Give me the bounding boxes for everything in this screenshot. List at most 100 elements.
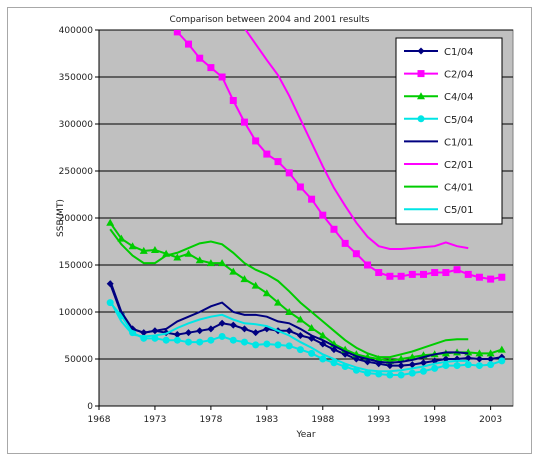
data-point: [240, 275, 249, 283]
data-point: [397, 362, 405, 370]
legend-entry: C1/01: [444, 137, 473, 148]
data-point: [408, 270, 416, 278]
series-line: [244, 30, 469, 251]
data-point: [185, 40, 193, 48]
data-point: [431, 269, 439, 277]
data-point: [106, 218, 115, 226]
data-point: [185, 338, 193, 346]
data-point: [117, 234, 126, 242]
data-point: [173, 331, 181, 339]
series-c1-01: [109, 280, 469, 364]
data-point: [307, 323, 316, 331]
y-tick-label: 100000: [59, 308, 94, 318]
data-point: [419, 359, 427, 367]
data-point: [453, 266, 461, 274]
series-line: [109, 300, 469, 373]
data-point: [285, 342, 293, 350]
data-point: [341, 239, 349, 247]
data-point: [252, 341, 260, 349]
data-point: [475, 349, 484, 357]
series-c2-04: [173, 30, 506, 283]
data-point: [408, 353, 417, 361]
legend-entry: C5/01: [444, 205, 473, 216]
data-point: [274, 158, 282, 166]
data-point: [240, 118, 248, 126]
y-tick-label: 50000: [64, 355, 93, 365]
data-point: [487, 275, 495, 283]
legend-entry: C1/04: [444, 47, 473, 58]
legend-entry: C4/01: [444, 183, 473, 194]
data-point: [318, 331, 327, 339]
x-tick-label: 1998: [423, 415, 446, 425]
legend-entry: C5/04: [444, 115, 473, 126]
y-tick-label: 0: [87, 402, 93, 412]
data-point: [296, 183, 304, 191]
data-point: [206, 259, 215, 267]
data-point: [285, 327, 293, 335]
data-point: [487, 355, 495, 363]
data-point: [408, 361, 416, 369]
data-point: [218, 73, 226, 81]
x-tick-label: 2003: [479, 415, 502, 425]
x-tick-label: 1978: [199, 415, 222, 425]
data-point: [453, 362, 461, 370]
data-point: [274, 298, 283, 306]
data-point: [386, 272, 394, 280]
data-point: [417, 92, 425, 100]
data-point: [419, 270, 427, 278]
data-point: [252, 137, 260, 145]
data-point: [229, 97, 237, 104]
data-point: [173, 30, 181, 36]
data-point: [252, 329, 260, 337]
legend-entry: C2/04: [444, 70, 473, 81]
data-point: [408, 369, 416, 377]
y-tick-label: 150000: [59, 261, 94, 271]
data-point: [262, 289, 271, 297]
data-point: [475, 362, 483, 370]
data-point: [442, 362, 450, 370]
data-point: [375, 269, 383, 277]
data-point: [397, 272, 405, 280]
data-point: [442, 269, 450, 277]
y-tick-label: 200000: [59, 214, 94, 224]
data-point: [173, 253, 182, 261]
series-line: [109, 280, 469, 364]
data-point: [319, 211, 327, 219]
data-point: [319, 355, 327, 363]
y-tick-label: 350000: [59, 73, 94, 83]
data-point: [296, 315, 305, 323]
data-point: [364, 261, 372, 269]
data-point: [240, 325, 248, 333]
data-point: [196, 54, 204, 62]
data-point: [263, 150, 271, 158]
x-tick-label: 1993: [367, 415, 390, 425]
data-point: [207, 64, 215, 72]
data-point: [386, 371, 394, 379]
data-point: [240, 338, 248, 346]
legend-entry: C2/01: [444, 160, 473, 171]
data-point: [296, 332, 304, 339]
data-point: [419, 367, 427, 375]
data-point: [184, 249, 193, 257]
y-tick-label: 300000: [59, 120, 94, 130]
data-point: [464, 354, 472, 362]
x-tick-label: 1988: [311, 415, 334, 425]
data-point: [229, 336, 237, 344]
data-point: [498, 273, 506, 281]
data-point: [207, 336, 215, 344]
data-point: [139, 246, 148, 254]
data-point: [352, 250, 360, 258]
data-point: [150, 245, 159, 253]
data-point: [330, 346, 338, 354]
data-point: [486, 349, 495, 357]
data-point: [417, 115, 425, 123]
data-point: [274, 341, 282, 349]
data-point: [218, 319, 226, 327]
data-point: [330, 359, 338, 367]
chart-title: Comparison between 2004 and 2001 results: [169, 15, 370, 25]
data-point: [218, 259, 227, 267]
series-line: [109, 228, 469, 359]
y-tick-label: 250000: [59, 167, 94, 177]
data-point: [263, 340, 271, 348]
data-point: [308, 195, 316, 203]
